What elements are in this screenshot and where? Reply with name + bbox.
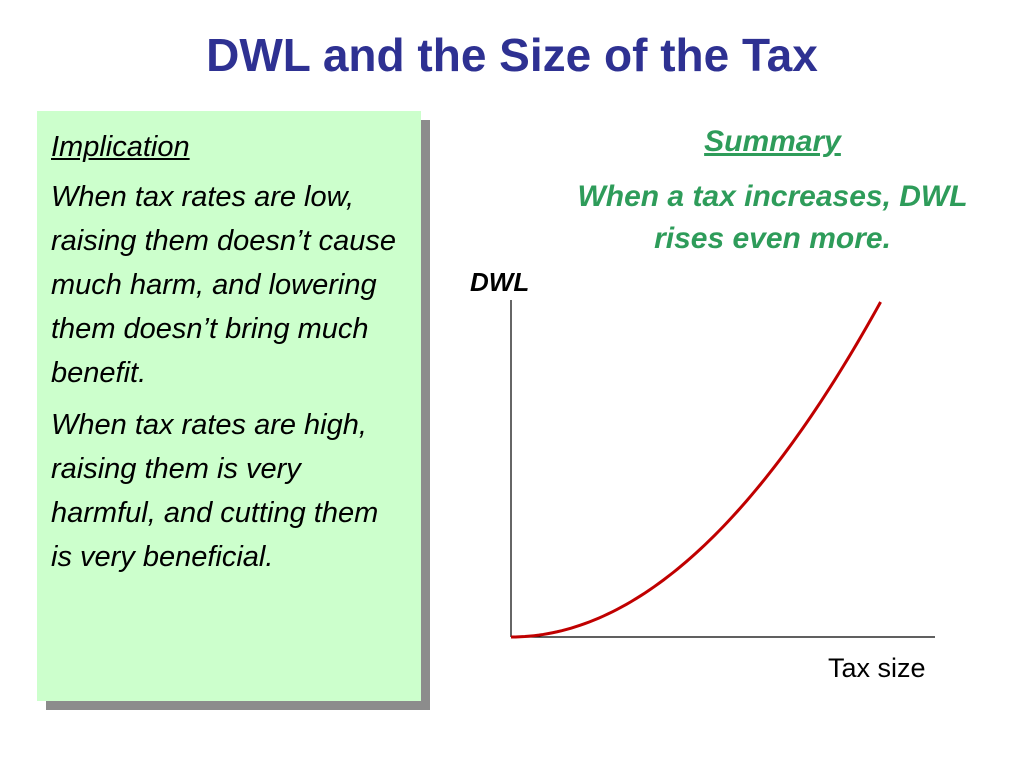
summary-text: When a tax increases, DWL rises even mor… <box>577 180 968 255</box>
summary-heading: Summary <box>704 125 841 158</box>
implication-paragraph-high-rates: When tax rates are high, raising them is… <box>51 409 379 573</box>
implication-paragraph-low-rates: When tax rates are low, raising them doe… <box>51 181 396 389</box>
implication-heading: Implication <box>51 131 190 163</box>
dwl-curve <box>510 301 882 639</box>
slide-title: DWL and the Size of the Tax <box>206 29 818 81</box>
implication-box: Implication When tax rates are low, rais… <box>37 111 421 701</box>
x-axis-label: Tax size <box>828 653 926 683</box>
y-axis-label: DWL <box>470 267 529 297</box>
